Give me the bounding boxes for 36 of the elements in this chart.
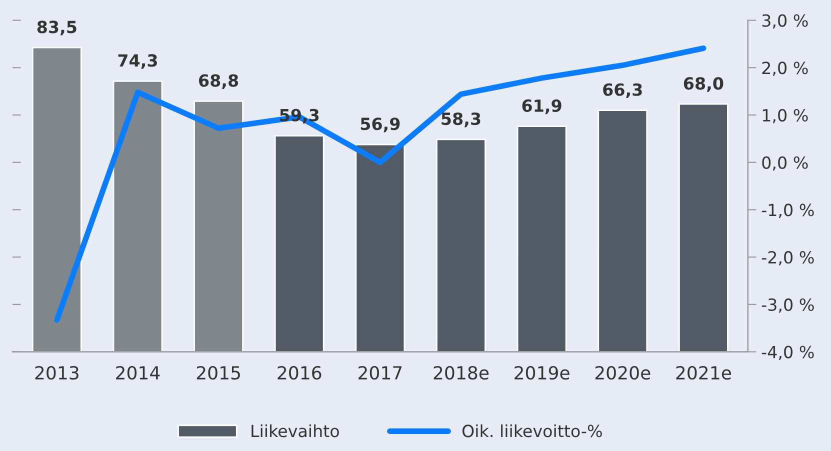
data-label: 58,3 xyxy=(442,112,480,128)
y2-tick-label: 3,0 % xyxy=(762,14,808,29)
data-label: 83,5 xyxy=(37,20,76,36)
legend-label: Oik. liikevoitto-% xyxy=(462,424,602,438)
x-tick-label: 2015 xyxy=(196,366,240,380)
x-tick-label: 2016 xyxy=(278,366,322,380)
data-label: 61,9 xyxy=(522,99,562,114)
bar xyxy=(436,138,486,352)
bar xyxy=(274,135,324,352)
data-label: 68,0 xyxy=(684,77,724,92)
bar xyxy=(598,110,648,352)
bar xyxy=(32,46,82,352)
y2-tick-label: 2,0 % xyxy=(762,62,808,76)
x-tick-label: 2014 xyxy=(116,366,160,380)
data-label: 66,3 xyxy=(603,83,642,98)
y2-tick-label: 0,0 % xyxy=(762,156,808,171)
y2-tick-label: 1,0 % xyxy=(762,108,808,124)
bar xyxy=(678,103,728,352)
bar xyxy=(516,126,567,352)
data-label: 74,3 xyxy=(118,54,157,69)
bar xyxy=(355,144,406,352)
legend-label: Liikevaihto xyxy=(252,424,339,438)
y2-tick-label: -2,0 % xyxy=(762,251,814,266)
bar xyxy=(194,100,244,352)
bar xyxy=(112,80,163,352)
data-label: 56,9 xyxy=(360,118,400,132)
x-tick-label: 2017 xyxy=(358,366,402,380)
y2-tick-label: -3,0 % xyxy=(762,298,814,313)
x-tick-label: 2021e xyxy=(676,366,732,380)
x-tick-label: 2020e xyxy=(595,366,650,380)
x-tick-label: 2019e xyxy=(514,366,570,380)
y2-tick-label: -4,0 % xyxy=(762,346,814,360)
x-tick-label: 2013 xyxy=(35,366,78,380)
y2-tick-label: -1,0 % xyxy=(762,204,814,218)
data-label: 68,8 xyxy=(199,74,238,89)
x-tick-label: 2018e xyxy=(434,366,489,380)
